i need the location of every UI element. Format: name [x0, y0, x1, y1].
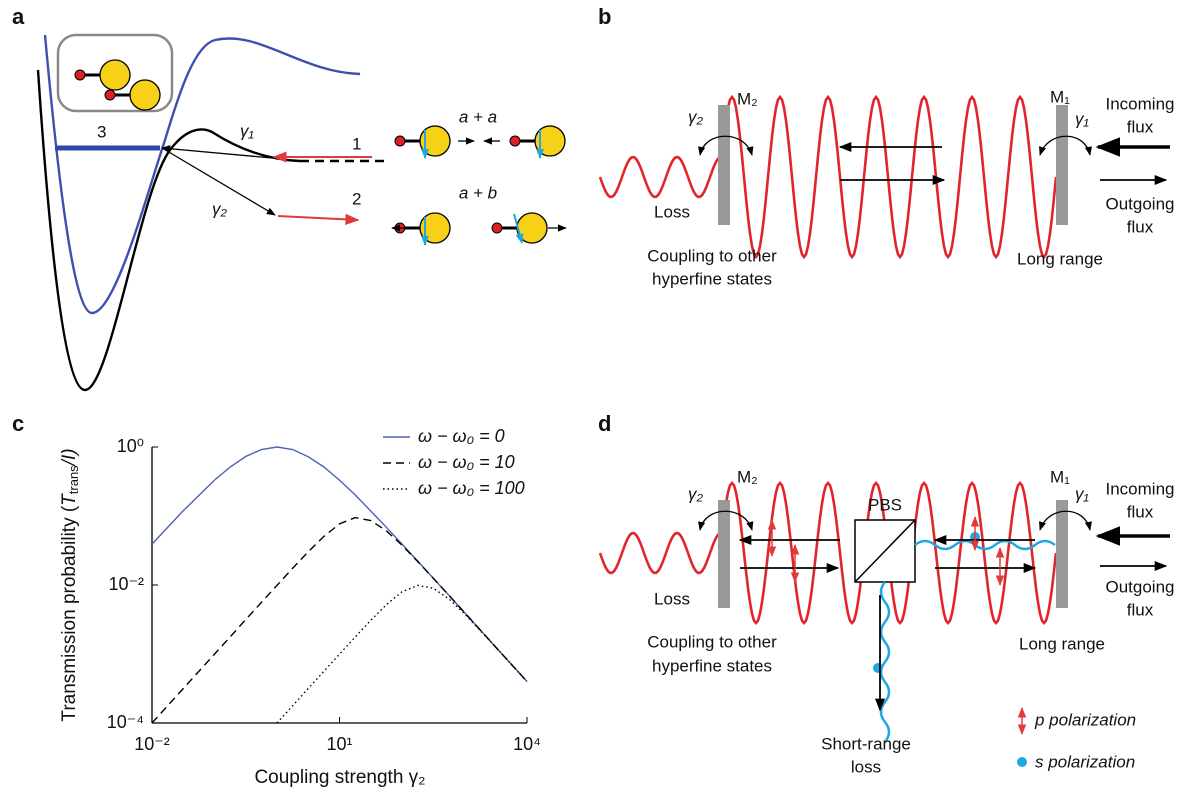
molecule: [508, 124, 567, 158]
y-label-part: T: [59, 493, 80, 506]
closed-channel-curve: [43, 34, 361, 315]
curved-arrow: [1039, 510, 1092, 531]
mirror: [1056, 500, 1068, 608]
gamma2: γ₂: [688, 484, 704, 503]
arrow: [161, 147, 276, 216]
potential-curve: [36, 69, 301, 392]
panel-label: d: [598, 411, 611, 436]
pair-label: a + a: [459, 107, 497, 126]
y-label-part: trans: [66, 465, 81, 494]
outgoing: Outgoing: [1106, 194, 1175, 213]
loss: Loss: [654, 202, 690, 221]
channel-label: 1: [352, 134, 361, 153]
s-wave: [914, 539, 1056, 551]
pair-label: a + b: [459, 183, 497, 202]
short-range: Short-range: [821, 734, 911, 753]
series-line: [151, 516, 528, 724]
y-label-part: Transmission probability (: [59, 505, 80, 721]
gamma1: γ₁: [1075, 109, 1089, 128]
molecule-box: [56, 33, 174, 113]
channel-label: 2: [352, 189, 361, 208]
red-arrow: [277, 213, 360, 225]
series-line: [276, 584, 528, 724]
spin: [513, 213, 524, 244]
x-tick-label: 10¹: [326, 734, 352, 754]
pbs-diagonal: [854, 519, 916, 583]
y-tick-label: 10⁰: [117, 436, 144, 456]
panel-c: c Coupling strength γ₂ Transmission prob…: [12, 411, 541, 788]
panel-label: b: [598, 4, 611, 29]
molecule: [490, 211, 549, 245]
outgoing: flux: [1127, 600, 1154, 619]
gamma2: γ₂: [688, 107, 704, 126]
panel-a: a 3 γ₁ γ₂ 1 2 a + a a + b: [12, 4, 567, 392]
molecule: [73, 58, 132, 92]
wave: [598, 480, 1058, 626]
curved-arrow: [698, 510, 754, 531]
arrow: [161, 145, 273, 159]
gamma2: γ₂: [212, 199, 228, 218]
mirror-label: M₁: [1050, 87, 1070, 106]
mirror-label: M₂: [737, 89, 758, 108]
s-dot: [873, 663, 883, 673]
pbs-label: PBS: [868, 495, 902, 514]
s-wave: [879, 581, 891, 743]
legend-label: ω − ω₀ = 10: [418, 452, 515, 472]
wave: [598, 94, 1058, 260]
outgoing: flux: [1127, 217, 1154, 236]
p-polarization: p polarization: [1034, 710, 1136, 729]
curved-arrow: [1039, 135, 1092, 156]
incoming: flux: [1127, 117, 1154, 136]
incoming: Incoming: [1106, 479, 1175, 498]
mirror-label: M₁: [1050, 467, 1070, 486]
long-range: Long range: [1017, 249, 1103, 268]
coupling: hyperfine states: [652, 269, 772, 288]
legend-label: ω − ω₀ = 0: [418, 426, 505, 446]
coupling: Coupling to other: [647, 246, 777, 265]
molecule: [393, 124, 452, 158]
mirror: [718, 500, 730, 608]
coupling: Coupling to other: [647, 632, 777, 651]
panel-label: a: [12, 4, 25, 29]
incoming: Incoming: [1106, 94, 1175, 113]
y-tick-label: 10⁻⁴: [107, 712, 144, 732]
incoming: flux: [1127, 502, 1154, 521]
loss: Loss: [654, 589, 690, 608]
x-tick-label: 10⁻²: [134, 734, 170, 754]
curved-arrow: [698, 135, 754, 156]
y-label-part: /I): [59, 448, 80, 467]
mirror-label: M₂: [737, 467, 758, 486]
panel-b: b M₂ M₁ γ₂ γ₁ Incoming flux Outgoing flu…: [598, 4, 1175, 289]
gamma1: γ₁: [240, 121, 254, 140]
legend-s: [1017, 757, 1027, 767]
mirror: [718, 105, 730, 225]
gamma1: γ₁: [1075, 484, 1089, 503]
short-range: loss: [851, 757, 881, 776]
coupling: hyperfine states: [652, 656, 772, 675]
panel-d: d PBS M₂ M₁ γ₂ γ₁ Incoming flux Outgoing…: [598, 411, 1175, 777]
long-range: Long range: [1019, 634, 1105, 653]
y-tick-label: 10⁻²: [108, 574, 144, 594]
mirror: [1056, 105, 1068, 225]
outgoing: Outgoing: [1106, 577, 1175, 596]
y-label: Transmission probability (Ttrans/I): [59, 448, 81, 721]
level-label: 3: [97, 122, 106, 141]
x-label: Coupling strength γ₂: [254, 767, 425, 788]
x-tick-label: 10⁴: [513, 734, 541, 754]
panel-label: c: [12, 411, 24, 436]
legend-label: ω − ω₀ = 100: [418, 478, 525, 498]
s-polarization: s polarization: [1035, 752, 1135, 771]
